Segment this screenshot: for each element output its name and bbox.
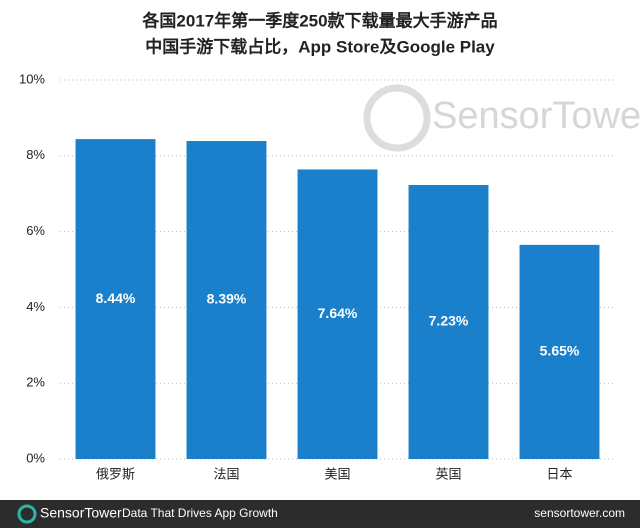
- chart-subtitle: 中国手游下载占比，App Store及Google Play: [145, 36, 495, 56]
- bar: [408, 184, 489, 459]
- data-label: 8.44%: [96, 290, 136, 306]
- x-tick-label: 法国: [213, 466, 239, 481]
- bar: [186, 141, 267, 460]
- x-tick-label: 美国: [324, 466, 350, 481]
- y-tick-label: 10%: [19, 71, 45, 86]
- bar: [75, 139, 156, 459]
- footer-logo: [17, 504, 37, 524]
- watermark: SensorTower: [432, 95, 640, 137]
- data-label: 8.39%: [207, 291, 247, 307]
- bar: [297, 169, 378, 459]
- y-tick-label: 2%: [26, 375, 45, 390]
- footer-tagline: Data That Drives App Growth: [122, 506, 278, 520]
- bar: [519, 244, 600, 459]
- footer-url: sensortower.com: [534, 506, 625, 520]
- data-label: 5.65%: [540, 343, 580, 359]
- footer-bar: [0, 500, 640, 528]
- x-tick-label: 俄罗斯: [96, 466, 135, 481]
- y-tick-label: 0%: [26, 450, 45, 465]
- footer-brand: SensorTower: [40, 505, 122, 521]
- data-label: 7.64%: [318, 305, 358, 321]
- y-tick-label: 8%: [26, 147, 45, 162]
- watermark-logo: [363, 84, 431, 152]
- x-tick-label: 英国: [435, 466, 461, 481]
- x-tick-label: 日本: [546, 466, 572, 481]
- y-tick-label: 6%: [26, 223, 45, 238]
- chart-title: 各国2017年第一季度250款下载量最大手游产品: [141, 10, 497, 30]
- y-tick-label: 4%: [26, 299, 45, 314]
- data-label: 7.23%: [429, 313, 469, 329]
